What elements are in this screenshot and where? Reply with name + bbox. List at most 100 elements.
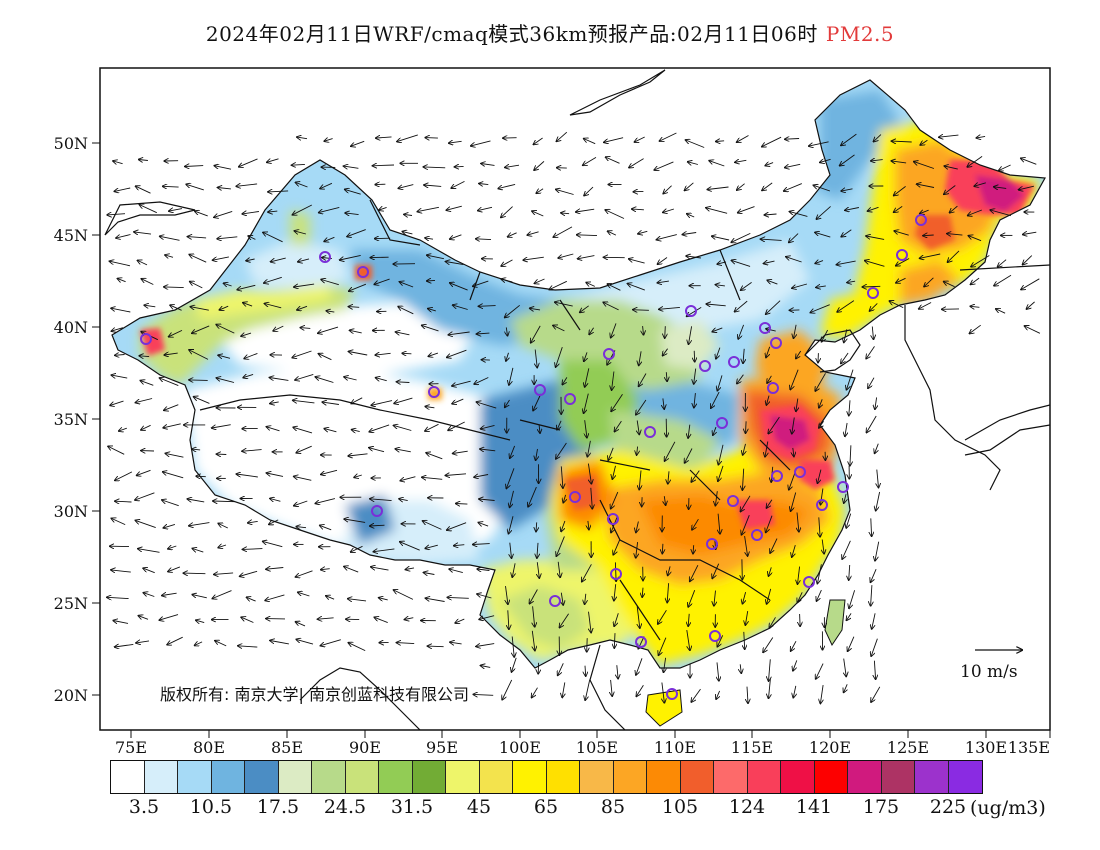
wind-arrow	[293, 204, 313, 215]
wind-arrow	[135, 492, 155, 500]
wind-arrow	[399, 499, 408, 501]
wind-arrow	[744, 536, 748, 556]
wind-arrow	[423, 167, 446, 168]
wind-arrow	[136, 186, 151, 194]
wind-arrow	[735, 300, 748, 312]
wind-arrow	[970, 324, 981, 333]
wind-arrow	[847, 281, 856, 282]
lon-tick-100: 100E	[499, 738, 541, 757]
wind-arrow	[639, 373, 647, 387]
wind-arrow	[553, 226, 573, 237]
wind-arrow	[847, 613, 852, 620]
wind-arrow	[165, 453, 184, 458]
wind-arrow	[321, 280, 339, 286]
wind-arrow	[400, 282, 414, 288]
wind-arrow	[265, 594, 285, 601]
station-marker	[685, 305, 697, 317]
wind-arrow	[170, 305, 182, 311]
wind-arrow	[741, 282, 752, 290]
wind-arrow	[501, 279, 513, 282]
wind-arrow	[164, 287, 184, 288]
lon-tick-130: 130E	[965, 738, 1007, 757]
wind-arrow	[1021, 278, 1040, 290]
wind-arrow	[186, 184, 204, 191]
wind-arrow	[111, 375, 128, 378]
wind-arrow	[968, 209, 982, 216]
wind-arrow	[1021, 158, 1037, 165]
wind-arrow	[847, 369, 854, 390]
wind-arrow	[110, 261, 131, 267]
station-marker	[428, 386, 440, 398]
wind-arrow	[604, 137, 624, 143]
wind-arrow	[769, 617, 776, 628]
wind-arrow	[1027, 301, 1035, 309]
wind-arrow	[862, 286, 881, 287]
wind-arrow	[871, 160, 883, 161]
wind-arrow	[1025, 326, 1041, 334]
wind-arrow	[478, 523, 489, 527]
wind-arrow	[214, 573, 234, 575]
lon-tick-75: 75E	[115, 738, 147, 757]
wind-arrow	[842, 540, 851, 559]
wind-arrow	[264, 276, 282, 283]
wind-arrow	[237, 284, 256, 289]
wind-arrow	[814, 185, 831, 192]
wind-arrow	[612, 371, 614, 391]
wind-arrow	[423, 521, 442, 530]
wind-arrow	[340, 254, 361, 260]
wind-arrow	[139, 160, 148, 161]
wind-arrow	[561, 213, 570, 214]
wind-arrow	[195, 642, 203, 646]
wind-arrow	[688, 424, 690, 438]
wind-arrow	[636, 399, 647, 415]
wind-arrow	[562, 682, 565, 697]
wind-arrow	[236, 184, 258, 186]
wind-arrow	[509, 516, 514, 533]
wind-arrow	[709, 161, 725, 167]
wind-arrow	[324, 139, 333, 142]
wind-arrow	[557, 420, 562, 430]
wind-arrow	[877, 469, 879, 488]
wind-arrow	[658, 257, 668, 265]
wind-arrow	[512, 636, 514, 657]
wind-arrow	[449, 141, 462, 143]
wind-arrow	[536, 448, 538, 460]
wind-arrow	[224, 283, 232, 286]
wind-arrow	[717, 262, 727, 264]
wind-arrow	[534, 137, 543, 144]
station-marker	[699, 360, 711, 372]
lat-tick-50: 50N	[54, 134, 88, 153]
wind-arrow	[111, 518, 126, 526]
colorbar-swatch	[546, 761, 580, 793]
wind-arrow	[269, 519, 279, 525]
wind-arrow	[996, 309, 1006, 314]
wind-arrow	[815, 232, 831, 238]
lon-tick-95: 95E	[426, 738, 458, 757]
wind-arrow	[185, 166, 204, 167]
wind-arrow	[324, 429, 337, 432]
wind-arrow	[668, 566, 670, 575]
station-marker	[794, 466, 806, 478]
wind-arrow	[240, 570, 258, 576]
wind-arrow	[400, 476, 416, 481]
wind-arrow	[425, 545, 438, 548]
wind-arrow	[326, 596, 335, 599]
wind-arrow	[790, 369, 799, 390]
wind-arrow	[534, 161, 545, 170]
wind-arrow	[998, 259, 1007, 267]
wind-arrow	[716, 141, 725, 142]
wind-arrow	[791, 640, 797, 651]
wind-arrow	[663, 185, 672, 194]
wind-arrow	[297, 137, 308, 139]
wind-arrow	[536, 522, 537, 531]
wind-arrow	[584, 393, 589, 414]
wind-arrow	[990, 210, 1012, 217]
wind-arrow	[398, 184, 414, 189]
wind-arrow	[617, 665, 618, 678]
wind-arrow	[584, 352, 587, 361]
wind-arrow	[896, 258, 910, 266]
wind-arrow	[479, 499, 495, 501]
wind-arrow	[763, 637, 774, 653]
wind-arrow	[820, 685, 823, 703]
wind-arrow	[370, 525, 385, 526]
